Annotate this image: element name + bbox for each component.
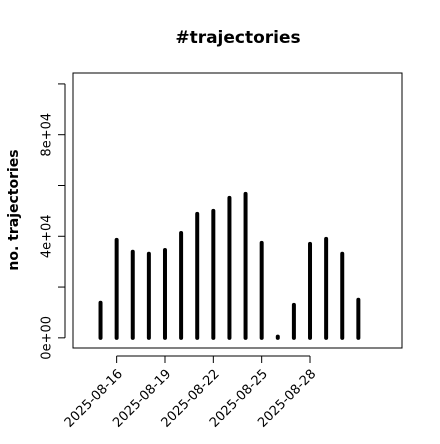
y-tick-label: 0e+00 [40,316,55,360]
y-tick-label: 8e+04 [40,113,55,157]
y-axis-label: no. trajectories [6,149,22,270]
chart-title: #trajectories [175,28,300,48]
y-tick-label: 4e+04 [40,214,55,258]
plot-frame [72,72,403,349]
